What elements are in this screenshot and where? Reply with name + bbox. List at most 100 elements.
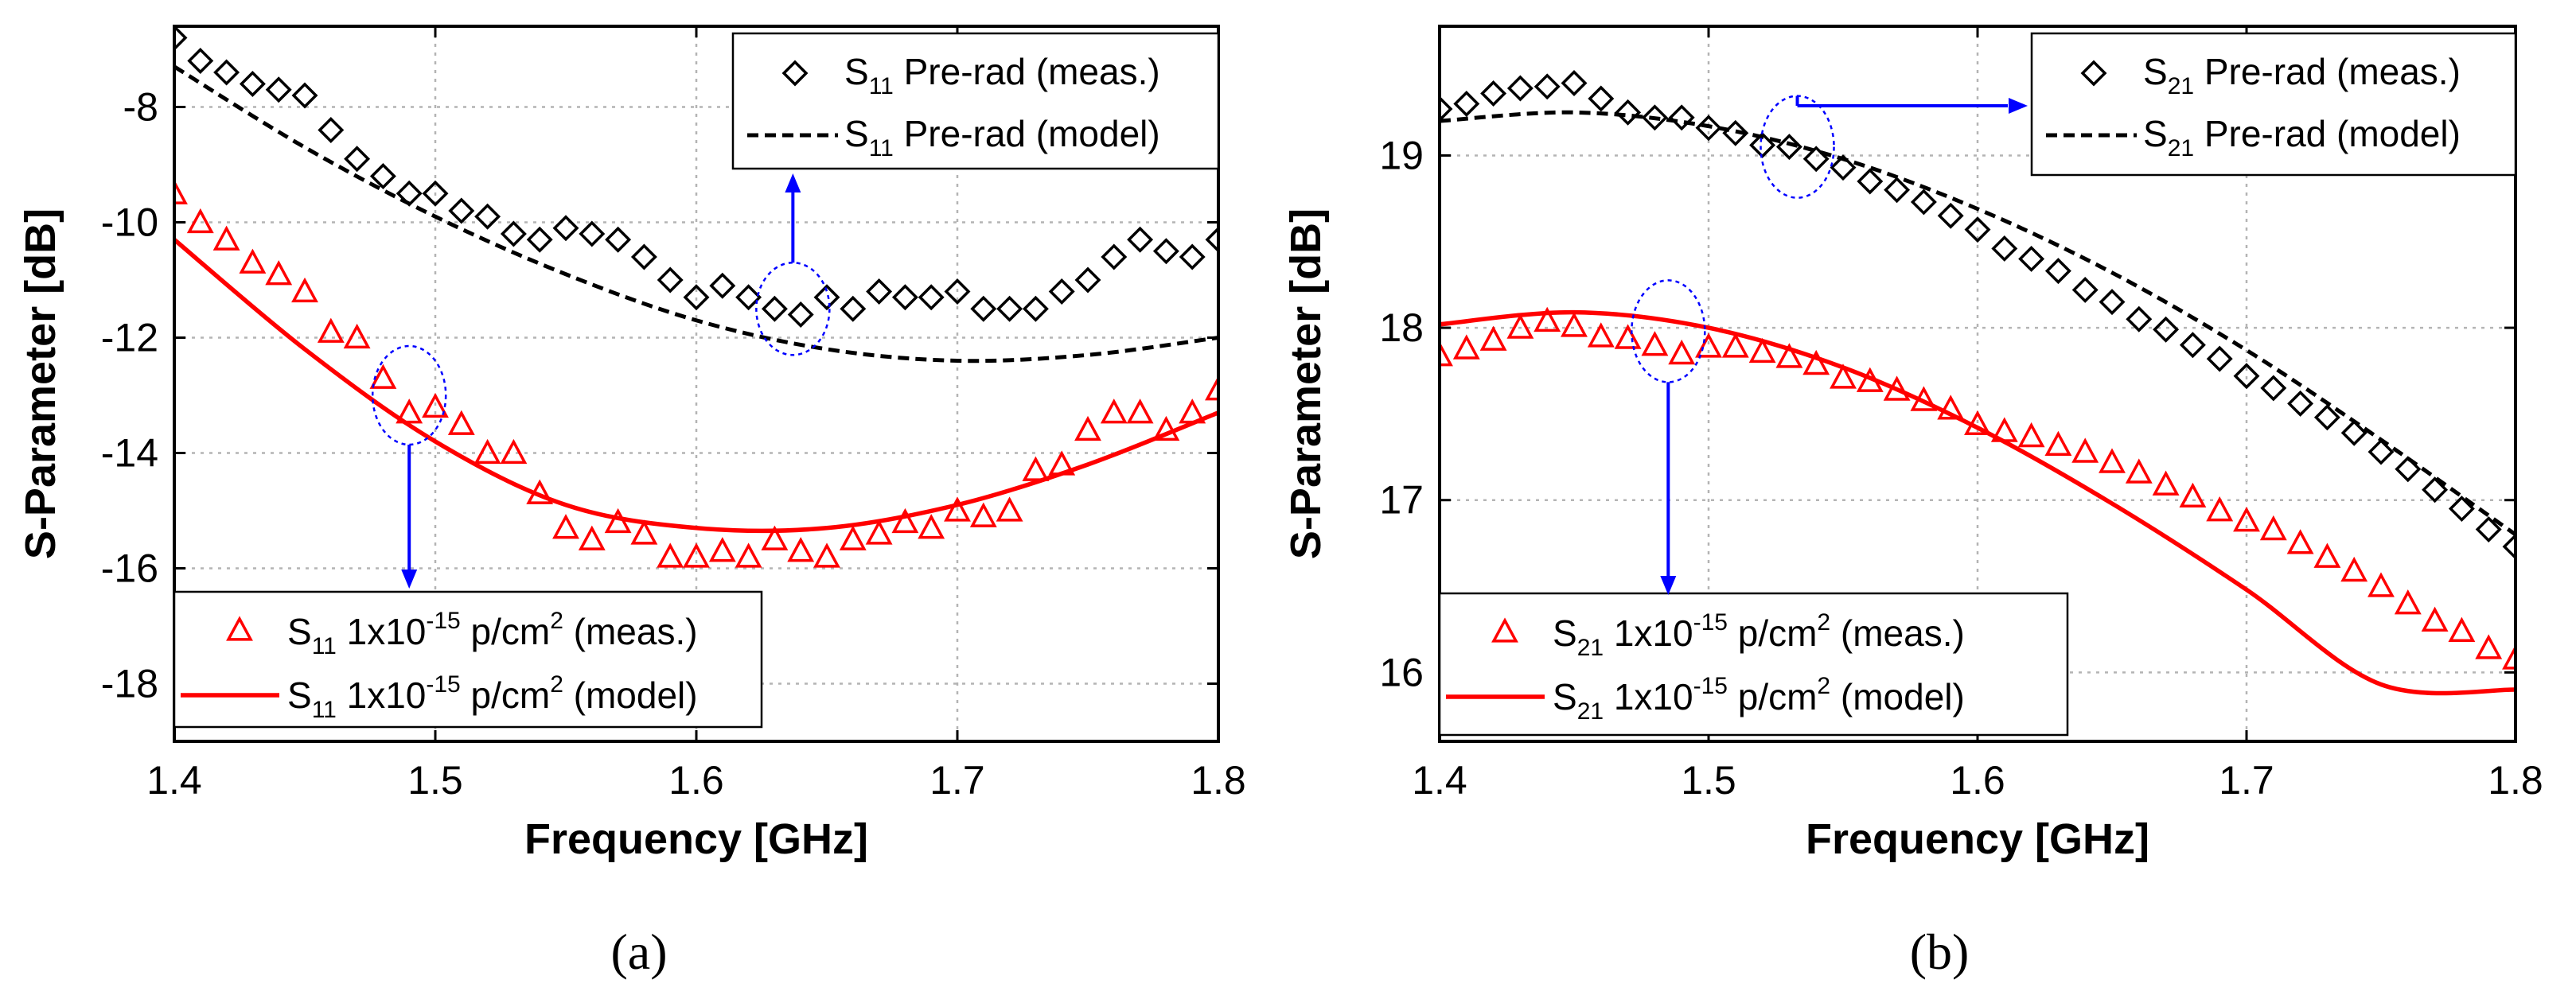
data-point-diamond (1179, 243, 1206, 270)
data-point-diamond (318, 117, 345, 143)
legend-item-post-meas-part: -15 (426, 608, 460, 634)
data-point-diamond (2044, 258, 2071, 285)
y-tick-label: 19 (1379, 133, 1424, 177)
data-point-diamond (2233, 363, 2260, 390)
data-point-triangle (813, 542, 840, 568)
legend-item-pre-meas-part: S (2143, 51, 2168, 92)
data-point-triangle (369, 364, 397, 389)
data-point-triangle (1074, 415, 1101, 441)
data-point-diamond (630, 243, 657, 270)
data-point-diamond (1101, 243, 1128, 270)
y-tick-label: 17 (1379, 478, 1424, 523)
data-point-triangle (2313, 542, 2341, 568)
data-point-triangle (969, 502, 997, 527)
data-point-diamond (1964, 216, 1991, 243)
legend-item-post-meas-text: S11 1x10-15 p/cm2 (meas.) (287, 608, 698, 659)
data-point-triangle (186, 208, 214, 234)
data-point-diamond (970, 295, 997, 322)
data-point-diamond (213, 59, 240, 86)
data-point-diamond (174, 26, 188, 51)
data-point-diamond (944, 278, 971, 305)
y-tick-label: -14 (101, 431, 158, 476)
x-axis-title: Frequency [GHz] (1806, 815, 2149, 863)
annotations (371, 173, 831, 589)
data-point-triangle (447, 410, 475, 435)
data-point-triangle (265, 260, 293, 286)
data-point-diamond (448, 197, 475, 224)
data-point-diamond (1910, 189, 1937, 216)
data-point-diamond (187, 48, 214, 74)
data-point-triangle (1452, 334, 1480, 360)
data-point-triangle (2475, 634, 2503, 659)
data-point-triangle (708, 537, 736, 562)
legend-item-post-meas-part: 21 (1577, 635, 1604, 661)
data-point-diamond (787, 301, 814, 328)
data-point-triangle (2206, 496, 2234, 522)
data-point-triangle (1100, 399, 1128, 424)
data-point-triangle (2502, 644, 2516, 670)
x-tick-label: 1.5 (1681, 758, 1736, 803)
data-point-diamond (344, 146, 371, 173)
legend-item-pre-model-part: Pre-rad (model) (2194, 113, 2461, 154)
data-point-diamond (891, 284, 918, 311)
data-point-triangle (891, 507, 919, 534)
data-point-triangle (761, 525, 789, 550)
data-point-triangle (865, 519, 893, 545)
legend-swatch-diamond (2080, 60, 2107, 87)
data-point-diamond (1830, 154, 1857, 181)
data-point-diamond (2206, 345, 2233, 372)
data-point-triangle (1614, 324, 1642, 349)
legend-item-post-model-part: 1x10 (337, 675, 427, 716)
x-tick-label: 1.5 (407, 758, 463, 803)
data-point-triangle (1641, 331, 1669, 356)
legend-item-pre-meas-part: S (844, 51, 869, 92)
data-point-triangle (2071, 437, 2099, 463)
data-point-triangle (1205, 375, 1218, 401)
data-point-diamond (579, 220, 606, 247)
legend-item-post-model-part: 2 (1817, 673, 1830, 699)
y-axis-title: S-Parameter [dB] (1282, 208, 1330, 559)
legend-item-post-meas-text: S21 1x10-15 p/cm2 (meas.) (1553, 609, 1965, 661)
x-tick-label: 1.8 (1191, 758, 1246, 803)
data-point-diamond (1440, 95, 1453, 122)
y-tick-label: 16 (1379, 650, 1424, 694)
data-point-triangle (787, 537, 815, 562)
panel-label: (a) (610, 923, 667, 980)
data-point-triangle (2448, 616, 2476, 643)
data-point-diamond (605, 226, 632, 253)
data-point-triangle (1022, 456, 1050, 481)
data-point-diamond (500, 220, 527, 247)
data-point-triangle (1152, 415, 1180, 441)
x-tick-label: 1.6 (1950, 758, 2005, 803)
data-point-triangle (996, 496, 1023, 522)
legend-item-post-meas-part: S (1553, 612, 1577, 654)
data-point-triangle (1748, 337, 1776, 364)
data-point-triangle (1561, 312, 1588, 337)
data-point-diamond (2422, 476, 2449, 504)
data-point-diamond (552, 215, 579, 242)
data-point-triangle (1802, 349, 1830, 375)
data-point-triangle (1506, 313, 1534, 339)
legend-item-post-meas-part: 1x10 (1604, 612, 1693, 654)
highlight-ellipse (755, 262, 831, 356)
data-point-diamond (1857, 168, 1884, 195)
data-point-triangle (2394, 589, 2422, 615)
data-point-triangle (343, 323, 371, 349)
data-point-diamond (1506, 75, 1534, 102)
panel-label: (b) (1910, 923, 1970, 980)
data-point-triangle (1721, 332, 1749, 358)
x-tick-label: 1.7 (2219, 758, 2274, 803)
legend-item-post-model-part: 1x10 (1604, 676, 1693, 717)
data-point-diamond (1884, 177, 1911, 204)
data-point-diamond (1775, 134, 1802, 161)
legend-item-pre-meas-part: Pre-rad (meas.) (894, 51, 1160, 92)
data-point-triangle (1937, 395, 1965, 420)
y-tick-label: -18 (101, 662, 158, 706)
highlight-ellipse (371, 344, 447, 446)
data-point-triangle (1830, 364, 1857, 389)
data-point-triangle (683, 542, 710, 568)
data-point-diamond (1127, 226, 1154, 253)
data-point-diamond (657, 266, 684, 294)
data-point-diamond (2475, 516, 2502, 543)
